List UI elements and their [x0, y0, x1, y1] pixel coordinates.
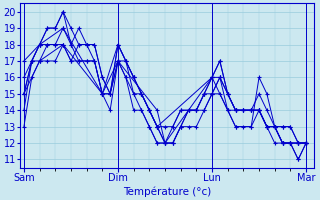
- X-axis label: Température (°c): Température (°c): [123, 186, 211, 197]
